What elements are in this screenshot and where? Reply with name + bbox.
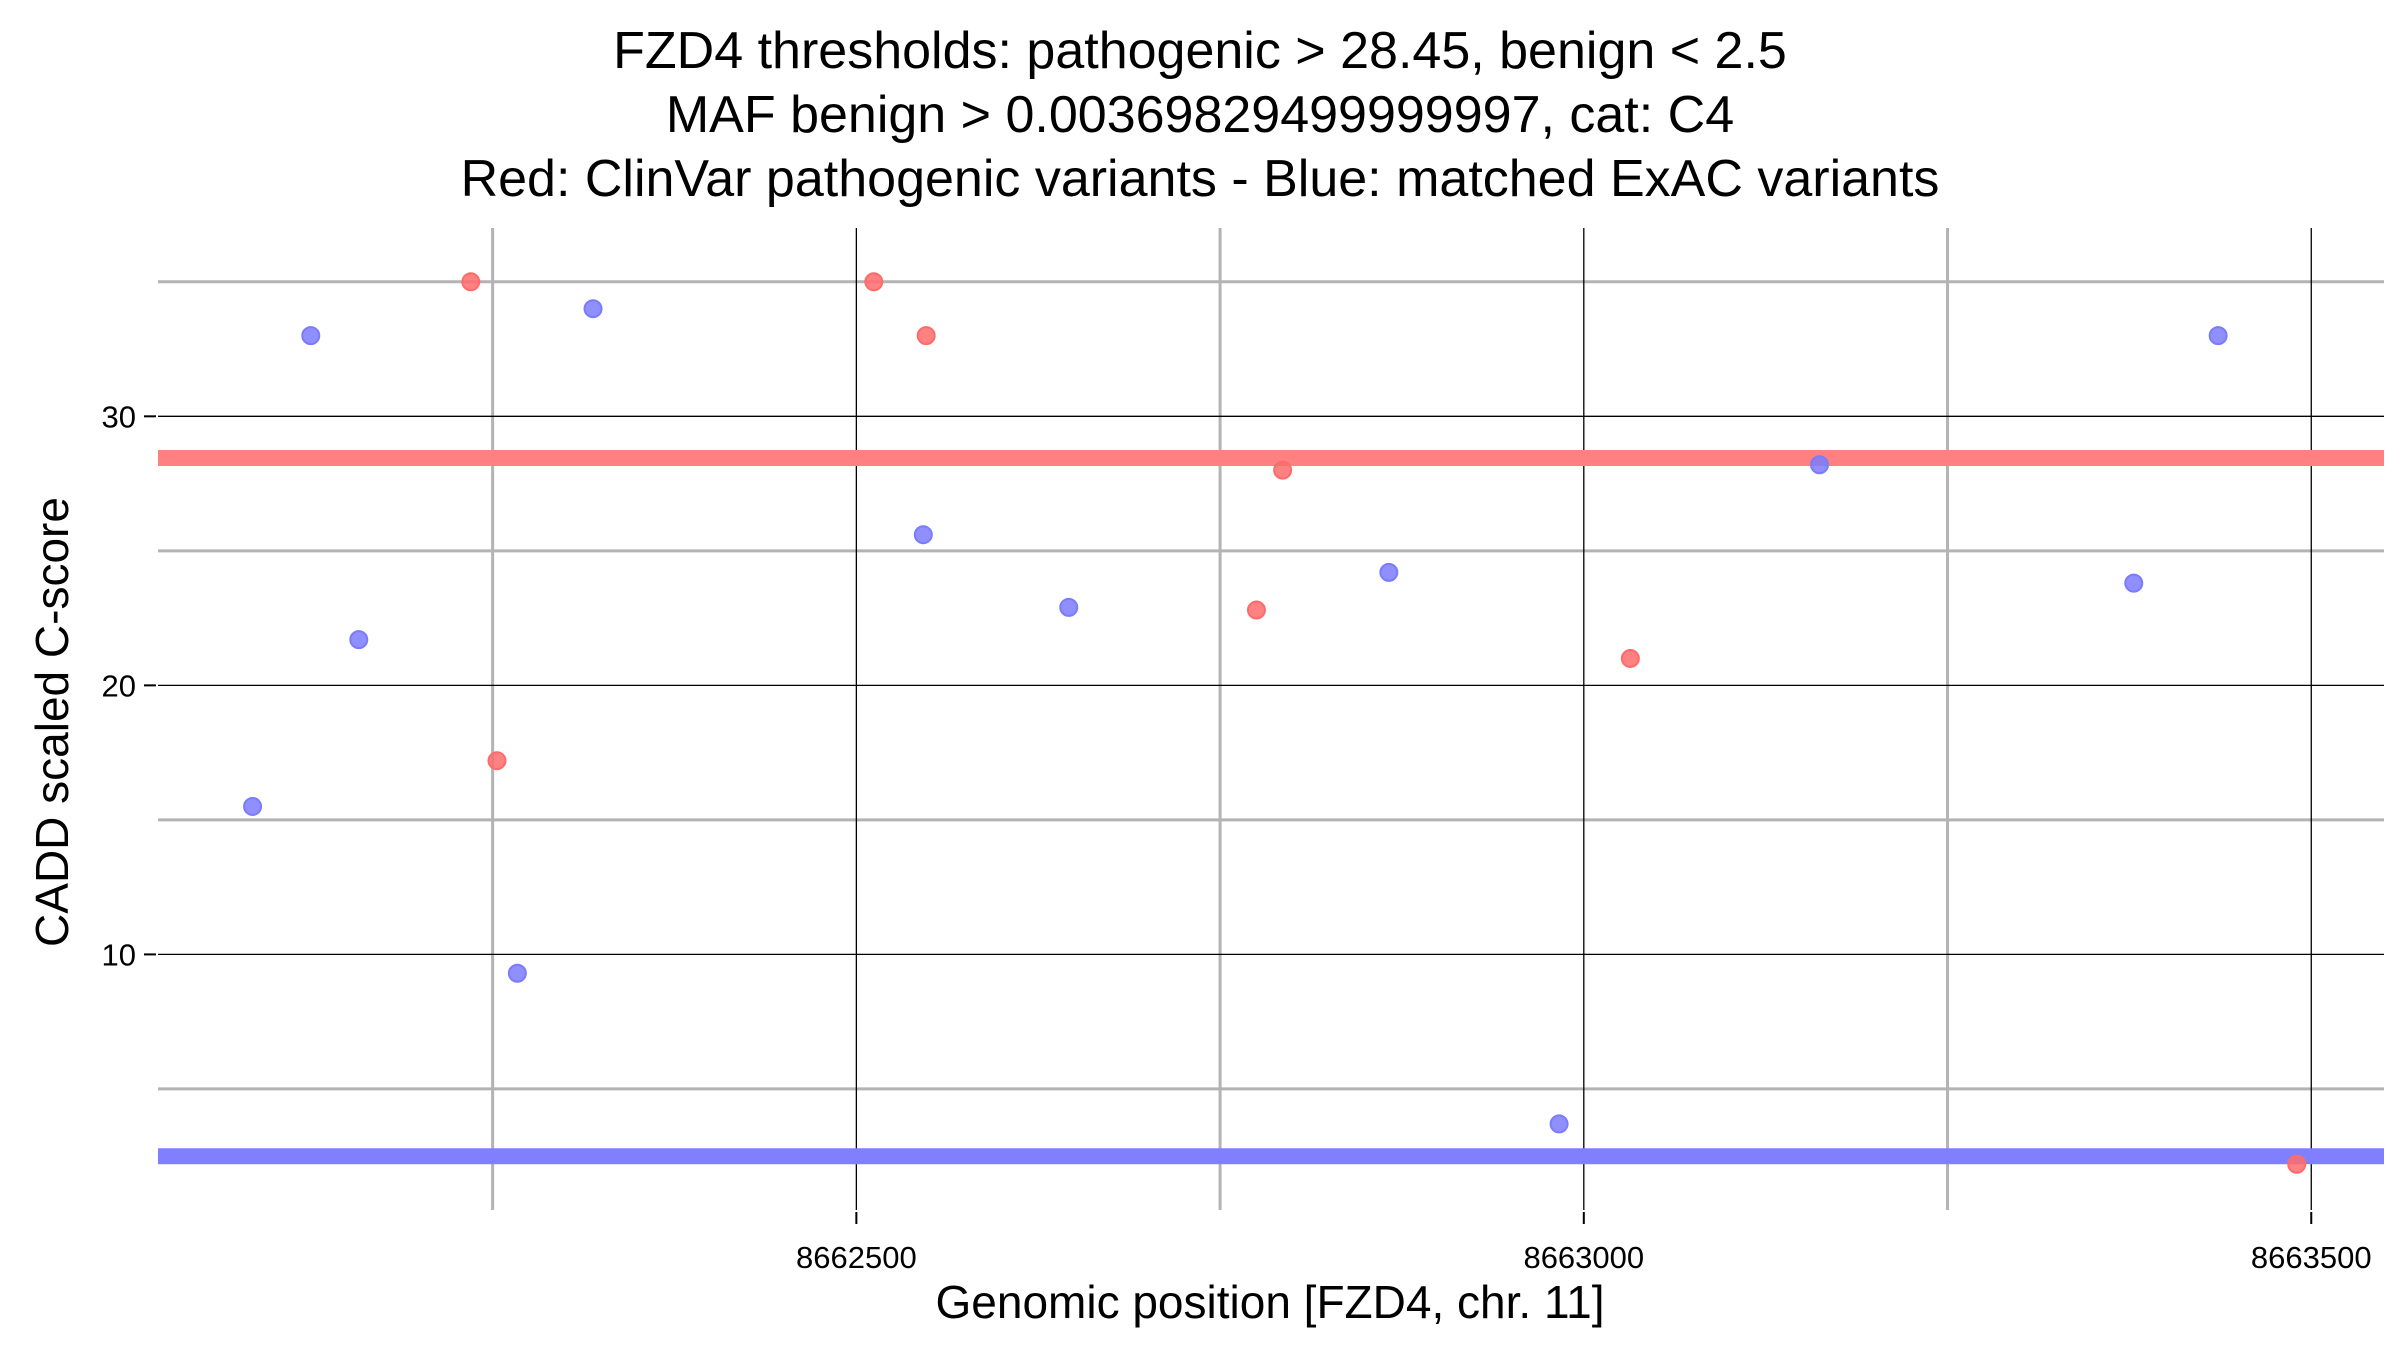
- chart-title-line-2: MAF benign > 0.00369829499999997, cat: C…: [666, 86, 1734, 144]
- data-point: [1273, 460, 1293, 480]
- data-point: [1059, 597, 1079, 617]
- data-point: [461, 272, 481, 292]
- data-point: [1246, 600, 1266, 620]
- x-tick-label: 8662500: [796, 1240, 917, 1275]
- x-axis-label: Genomic position [FZD4, chr. 11]: [936, 1276, 1605, 1328]
- y-tick-label: 30: [102, 399, 136, 434]
- data-point: [2124, 573, 2144, 593]
- data-point: [583, 299, 603, 319]
- data-point: [487, 751, 507, 771]
- data-point: [1620, 648, 1640, 668]
- data-point: [349, 630, 369, 650]
- data-point: [864, 272, 884, 292]
- x-tick-label: 8663000: [1523, 1240, 1644, 1275]
- data-point: [2287, 1154, 2307, 1174]
- data-point: [507, 963, 527, 983]
- data-point: [243, 796, 263, 816]
- chart-title-line-1: FZD4 thresholds: pathogenic > 28.45, ben…: [613, 22, 1787, 80]
- chart-title-line-3: Red: ClinVar pathogenic variants - Blue:…: [461, 150, 1940, 208]
- data-point: [1379, 562, 1399, 582]
- data-point: [913, 525, 933, 545]
- data-point: [916, 326, 936, 346]
- data-point: [1549, 1114, 1569, 1134]
- data-point: [301, 326, 321, 346]
- y-tick-label: 10: [102, 937, 136, 972]
- y-axis-label: CADD scaled C-score: [26, 497, 78, 947]
- y-tick-label: 20: [102, 668, 136, 703]
- data-point: [2208, 326, 2228, 346]
- x-tick-label: 8663500: [2251, 1240, 2372, 1275]
- data-point: [1809, 455, 1829, 475]
